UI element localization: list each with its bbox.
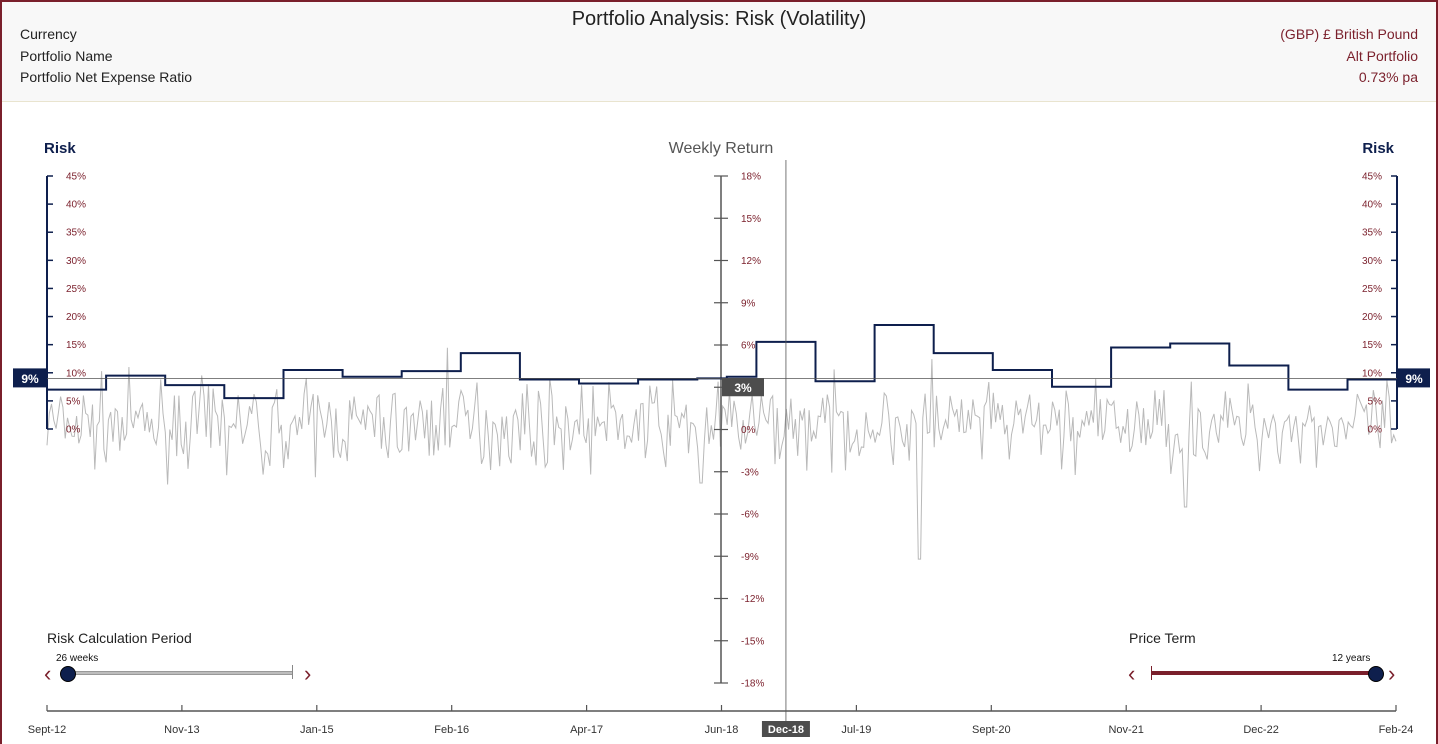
center-axis-tick-label: -3% [741,467,759,478]
right-axis-tick-label: 0% [1368,425,1383,436]
date-axis-tick-label: Nov-13 [164,724,199,736]
right-axis-tick-label: 40% [1362,200,1382,211]
price-term-decrease-chevron-left-icon[interactable]: ‹ [1128,661,1136,686]
price-term-increase-chevron-right-icon[interactable]: › [1388,661,1396,686]
crosshair-date-box [761,721,810,737]
crosshair-date-label: Dec-18 [768,724,804,736]
portfolio-name-label: Portfolio Name [20,48,113,64]
left-axis-tick-label: 20% [66,312,86,323]
left-axis-tick-label: 30% [66,256,86,267]
risk-series [47,324,1396,400]
price-term-slider-thumb[interactable] [1368,666,1384,682]
center-axis-tick-label: 9% [741,298,756,309]
right-axis-tick-label: 5% [1368,396,1383,407]
crosshair-return-label: 3% [734,381,752,395]
risk-period-value: 26 weeks [56,653,99,664]
left-axis-tick-label: 40% [66,200,86,211]
center-axis-tick-label: -18% [741,679,764,690]
price-term-track-start [1151,666,1152,680]
right-axis-tick-label: 25% [1362,284,1382,295]
right-axis-tick-label: 10% [1362,368,1382,379]
axes: 45% 40% 35% 30% 25% 20% 15% 10% 5% 0% 45% 40% 35% 30%… [46,172,1398,690]
price-term-title: Price Term [1129,630,1196,646]
center-axis-tick-label: -6% [741,510,759,521]
currency-label: Currency [20,26,77,42]
chart-title: Weekly Return [669,140,774,157]
crosshair-return-box [722,378,764,397]
price-term-value: 12 years [1332,653,1371,664]
center-axis-tick-label: -15% [741,636,764,647]
right-axis-tick-label: 45% [1362,172,1382,183]
date-axis: Sept-12 Nov-13 Jan-15 Feb-16 Apr-17 Jun-18 Jul… [28,705,1414,736]
currency-value: (GBP) £ British Pound [1280,26,1418,42]
risk-period-decrease-chevron-left-icon[interactable]: ‹ [44,661,52,686]
risk-period-slider-thumb[interactable] [60,666,76,682]
center-axis-tick-label: 15% [741,214,761,225]
crosshair-right-risk-label: 9% [1405,372,1423,386]
left-axis-tick-label: 45% [66,172,86,183]
right-axis-label: Risk [1362,140,1394,157]
expense-ratio-label: Portfolio Net Expense Ratio [20,69,192,85]
left-axis-tick-label: 5% [66,396,81,407]
risk-period-increase-chevron-right-icon[interactable]: › [304,661,312,686]
risk-period-slider-track[interactable] [68,671,293,675]
price-term-slider-track[interactable] [1152,671,1376,675]
center-axis-tick-label: 12% [741,256,761,267]
page-title: Portfolio Analysis: Risk (Volatility) [571,8,867,30]
date-axis-tick-label: Sept-20 [972,724,1011,736]
crosshair-left-risk-label: 9% [21,372,39,386]
date-axis-tick-label: Jun-18 [705,724,739,736]
right-axis-tick-label: 20% [1362,312,1382,323]
date-axis-tick-label: Jan-15 [300,724,334,736]
expense-ratio-value: 0.73% pa [1358,69,1418,85]
crosshair-left-risk-box [13,368,46,388]
center-axis-tick-label: -12% [741,594,764,605]
left-axis-tick-label: 10% [66,368,86,379]
report-header: Portfolio Analysis: Risk (Volatility) Cu… [2,2,1436,102]
date-axis-tick-label: Sept-12 [28,724,67,736]
center-axis-tick-label: 0% [741,425,756,436]
left-axis-tick-label: 0% [66,425,81,436]
right-axis-tick-label: 35% [1362,228,1382,239]
left-axis-tick-label: 25% [66,284,86,295]
crosshair: 9% 9% 3% Dec-18 [13,160,1430,737]
center-axis-tick-label: 6% [741,341,756,352]
risk-period-track-end [292,665,293,679]
right-axis-tick-label: 30% [1362,256,1382,267]
date-axis-tick-label: Feb-16 [434,724,469,736]
left-axis-tick-label: 15% [66,340,86,351]
risk-period-title: Risk Calculation Period [47,630,192,646]
date-axis-tick-label: Apr-17 [570,724,603,736]
portfolio-name-value: Alt Portfolio [1346,48,1418,64]
date-axis-tick-label: Nov-21 [1108,724,1143,736]
center-axis-tick-label: 18% [741,172,761,183]
right-axis-tick-label: 15% [1362,340,1382,351]
crosshair-right-risk-box [1398,368,1430,388]
left-axis-label: Risk [44,140,76,157]
risk-line [47,324,1396,400]
date-axis-tick-label: Feb-24 [1379,724,1414,736]
date-axis-tick-label: Dec-22 [1243,724,1278,736]
date-axis-tick-label: Jul-19 [841,724,871,736]
left-axis-tick-label: 35% [66,228,86,239]
center-axis-tick-label: -9% [741,552,759,563]
